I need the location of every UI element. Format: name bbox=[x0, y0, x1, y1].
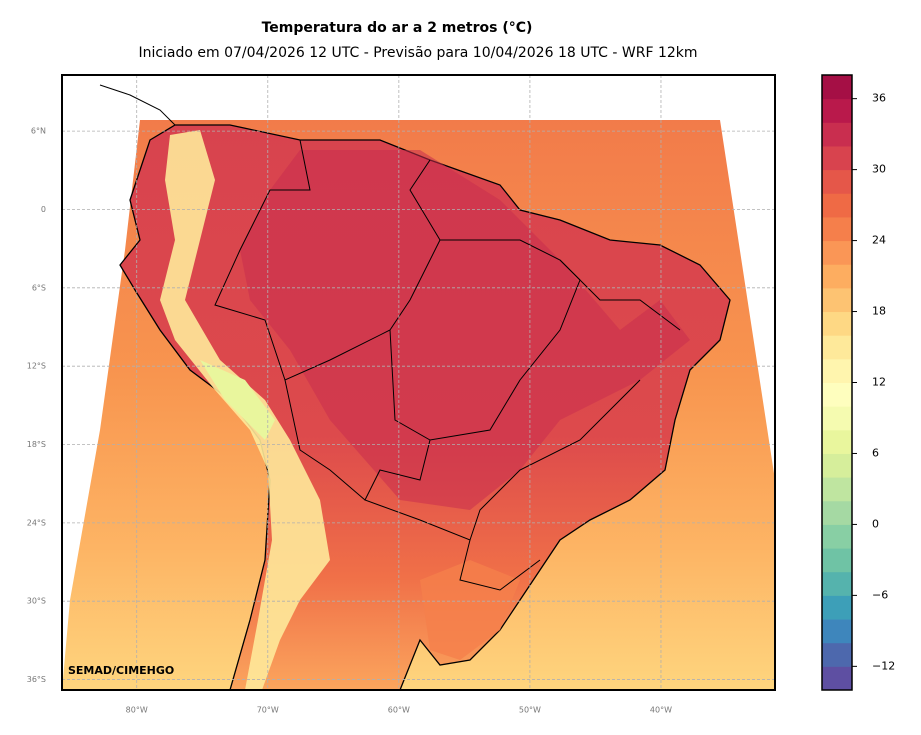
colorbar-band bbox=[822, 406, 852, 431]
lat-tick-label: 6°N bbox=[31, 127, 46, 136]
colorbar-band bbox=[822, 642, 852, 667]
lat-tick-label: 12°S bbox=[27, 362, 46, 371]
colorbar-tick-label: 6 bbox=[872, 446, 879, 459]
colorbar-band bbox=[822, 98, 852, 123]
colorbar-band bbox=[822, 240, 852, 265]
colorbar-band bbox=[822, 571, 852, 596]
credit: SEMAD/CIMEHGO bbox=[68, 664, 174, 677]
colorbar-band bbox=[822, 264, 852, 289]
colorbar-band bbox=[822, 216, 852, 242]
colorbar-band bbox=[822, 122, 852, 147]
colorbar-band bbox=[822, 500, 852, 525]
colorbar-band bbox=[822, 619, 852, 644]
lat-tick-label: 36°S bbox=[27, 675, 46, 684]
lat-tick-label: 30°S bbox=[27, 597, 46, 606]
colorbar-band bbox=[822, 287, 852, 313]
lon-tick-label: 50°W bbox=[519, 706, 541, 715]
colorbar-tick-label: 30 bbox=[872, 163, 886, 176]
lat-tick-label: 18°S bbox=[27, 440, 46, 449]
plot-frame bbox=[61, 74, 776, 691]
warm-core bbox=[240, 150, 690, 510]
lon-tick-label: 60°W bbox=[388, 706, 410, 715]
lat-tick-label: 6°S bbox=[32, 283, 46, 292]
colorbar-tick-label: 18 bbox=[872, 305, 886, 318]
colorbar-band bbox=[822, 382, 852, 407]
colorbar-band bbox=[822, 477, 852, 502]
colorbar-tick-label: 0 bbox=[872, 517, 879, 530]
colorbar-band bbox=[822, 335, 852, 360]
colorbar-band bbox=[822, 595, 852, 620]
colorbar-band bbox=[822, 453, 852, 478]
map-subtitle: Iniciado em 07/04/2026 12 UTC - Previsão… bbox=[138, 45, 697, 61]
borders bbox=[99, 84, 681, 591]
colorbar-tick-label: −12 bbox=[872, 659, 895, 672]
colorbar-band bbox=[822, 145, 852, 171]
colorbar-band bbox=[822, 75, 852, 100]
colorbar-band bbox=[822, 524, 852, 549]
colorbar-band bbox=[822, 169, 852, 194]
colorbar-tick-label: 12 bbox=[872, 376, 886, 389]
south-region bbox=[420, 560, 520, 660]
colorbar-band bbox=[822, 358, 852, 383]
lat-tick-label: 24°S bbox=[27, 518, 46, 527]
colorbar-band bbox=[822, 429, 852, 454]
colorbar-band bbox=[822, 548, 852, 573]
colorbar-band bbox=[822, 666, 852, 691]
lon-tick-label: 70°W bbox=[257, 706, 279, 715]
colorbar-band bbox=[822, 311, 852, 336]
colorbar-tick-label: −6 bbox=[872, 588, 888, 601]
lon-tick-label: 80°W bbox=[126, 706, 148, 715]
altiplano bbox=[200, 360, 275, 440]
colorbar-tick-label: 24 bbox=[872, 234, 886, 247]
map-title: Temperatura do ar a 2 metros (°C) bbox=[262, 20, 533, 36]
lat-tick-label: 0 bbox=[41, 205, 46, 214]
colorbar-band bbox=[822, 193, 852, 218]
lon-tick-label: 40°W bbox=[650, 706, 672, 715]
map-field bbox=[62, 84, 775, 690]
colorbar-tick-label: 36 bbox=[872, 92, 886, 105]
